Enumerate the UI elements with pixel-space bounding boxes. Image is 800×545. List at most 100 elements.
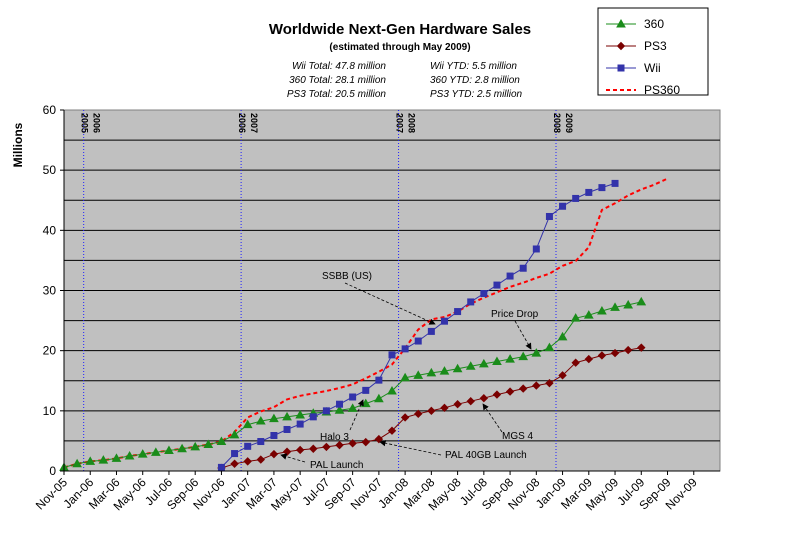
point-ps3-15: [414, 409, 423, 419]
point-ps3-9: [335, 440, 344, 450]
gridlines: [64, 139, 720, 442]
annotation-label-0: SSBB (US): [322, 271, 372, 282]
totals-wii: Wii Total: 47.8 million: [292, 61, 386, 72]
legend: 360 PS3 Wii PS360: [597, 7, 709, 97]
point-wii-2: [244, 442, 252, 450]
point-wii-27: [572, 194, 580, 202]
point-wii-6: [296, 420, 304, 428]
annotation-label-4: PAL Launch: [310, 460, 363, 471]
point-wii-26: [559, 202, 567, 210]
legend-label-ps360: PS360: [644, 83, 680, 97]
point-360-9: [177, 443, 187, 453]
year-label-left-1: 2006: [237, 113, 247, 133]
point-360-43: [623, 299, 634, 309]
point-wii-25: [545, 212, 553, 220]
point-ps3-24: [532, 381, 541, 390]
point-360-35: [518, 351, 529, 361]
point-360-3: [98, 455, 109, 464]
y-tick-label-60: 60: [43, 103, 57, 117]
year-dividers: 2005 2006 2006 2007 2007 2008 2008 2009: [80, 110, 574, 471]
point-wii-24: [532, 245, 540, 253]
point-360-6: [137, 449, 148, 458]
legend-label-ps3: PS3: [644, 39, 667, 53]
legend-marker-wii: [617, 64, 625, 72]
point-ps3-30: [610, 348, 620, 358]
totals-ps3: PS3 Total: 20.5 million: [287, 89, 387, 100]
point-ps3-27: [571, 358, 580, 367]
point-ps3-16: [427, 406, 436, 416]
point-wii-0: [217, 463, 225, 471]
annotation-arrow-3: [482, 403, 503, 433]
point-360-8: [164, 445, 174, 455]
point-wii-17: [440, 317, 448, 325]
point-360-13: [229, 429, 240, 439]
point-360-18: [295, 410, 306, 419]
point-wii-5: [283, 425, 291, 433]
chart-subtitle: (estimated through May 2009): [329, 42, 470, 53]
point-ps3-7: [309, 444, 318, 453]
year-label-right-0: 2006: [92, 113, 102, 133]
point-wii-11: [362, 386, 370, 394]
point-wii-29: [598, 184, 606, 192]
point-360-44: [636, 296, 647, 306]
point-ps3-1: [230, 459, 239, 468]
x-axis: Nov-05Jan-06Mar-06May-06Jul-06Sep-06Nov-…: [33, 470, 720, 513]
legend-box: [597, 7, 709, 96]
point-ps3-4: [269, 449, 279, 459]
point-ps3-6: [295, 445, 305, 455]
ytd-wii: Wii YTD: 5.5 million: [430, 61, 517, 72]
point-360-7: [150, 447, 161, 456]
x-tick-label-0: Nov-05: [33, 475, 70, 512]
point-ps3-20: [479, 393, 489, 403]
point-360-27: [413, 370, 424, 379]
point-360-31: [465, 361, 476, 370]
point-360-42: [610, 302, 620, 311]
point-360-12: [216, 436, 227, 446]
point-ps3-32: [637, 343, 646, 352]
ytd-360: 360 YTD: 2.8 million: [430, 75, 520, 86]
point-ps3-26: [558, 371, 567, 380]
point-ps3-13: [387, 426, 397, 435]
point-wii-13: [388, 351, 396, 359]
year-label-left-3: 2008: [552, 113, 562, 133]
point-360-1: [72, 458, 82, 468]
y-axis-label: Millions: [11, 122, 25, 167]
annotation-layer: SSBB (US) Price Drop Halo 3 MGS 4 PAL Launch…: [280, 271, 539, 471]
annotation-arrow-2: [349, 399, 364, 431]
point-ps3-19: [466, 396, 475, 406]
annotation-label-1: Price Drop: [491, 309, 539, 320]
point-wii-28: [585, 188, 593, 196]
y-tick-label-40: 40: [43, 223, 57, 237]
point-360-26: [400, 372, 410, 382]
point-wii-12: [375, 376, 383, 384]
point-360-21: [334, 405, 345, 414]
point-ps3-11: [361, 437, 370, 447]
point-wii-7: [309, 413, 317, 421]
y-axis: 0 10 20 30 40 50 60: [43, 103, 65, 478]
point-ps3-29: [597, 351, 607, 360]
point-ps3-3: [256, 455, 266, 464]
point-wii-8: [322, 407, 330, 415]
point-ps3-22: [505, 387, 515, 396]
point-wii-23: [519, 264, 527, 272]
chart-title: Worldwide Next-Gen Hardware Sales: [269, 21, 531, 38]
point-360-41: [597, 305, 607, 315]
point-ps3-23: [518, 384, 528, 393]
point-360-5: [124, 450, 135, 460]
point-wii-21: [493, 281, 501, 289]
series-wii: [217, 179, 619, 471]
annotation-arrow-0: [344, 282, 436, 325]
point-wii-19: [467, 298, 475, 306]
point-wii-15: [414, 337, 422, 345]
point-wii-14: [401, 345, 409, 353]
point-360-36: [531, 348, 542, 357]
point-360-11: [203, 439, 214, 449]
point-360-30: [452, 363, 463, 373]
point-wii-16: [427, 327, 435, 335]
annotation-arrow-1: [514, 320, 532, 350]
point-360-38: [557, 331, 568, 341]
y-tick-label-50: 50: [43, 163, 57, 177]
point-ps3-25: [545, 378, 554, 388]
point-360-39: [570, 313, 581, 322]
year-label-right-3: 2009: [564, 113, 574, 133]
